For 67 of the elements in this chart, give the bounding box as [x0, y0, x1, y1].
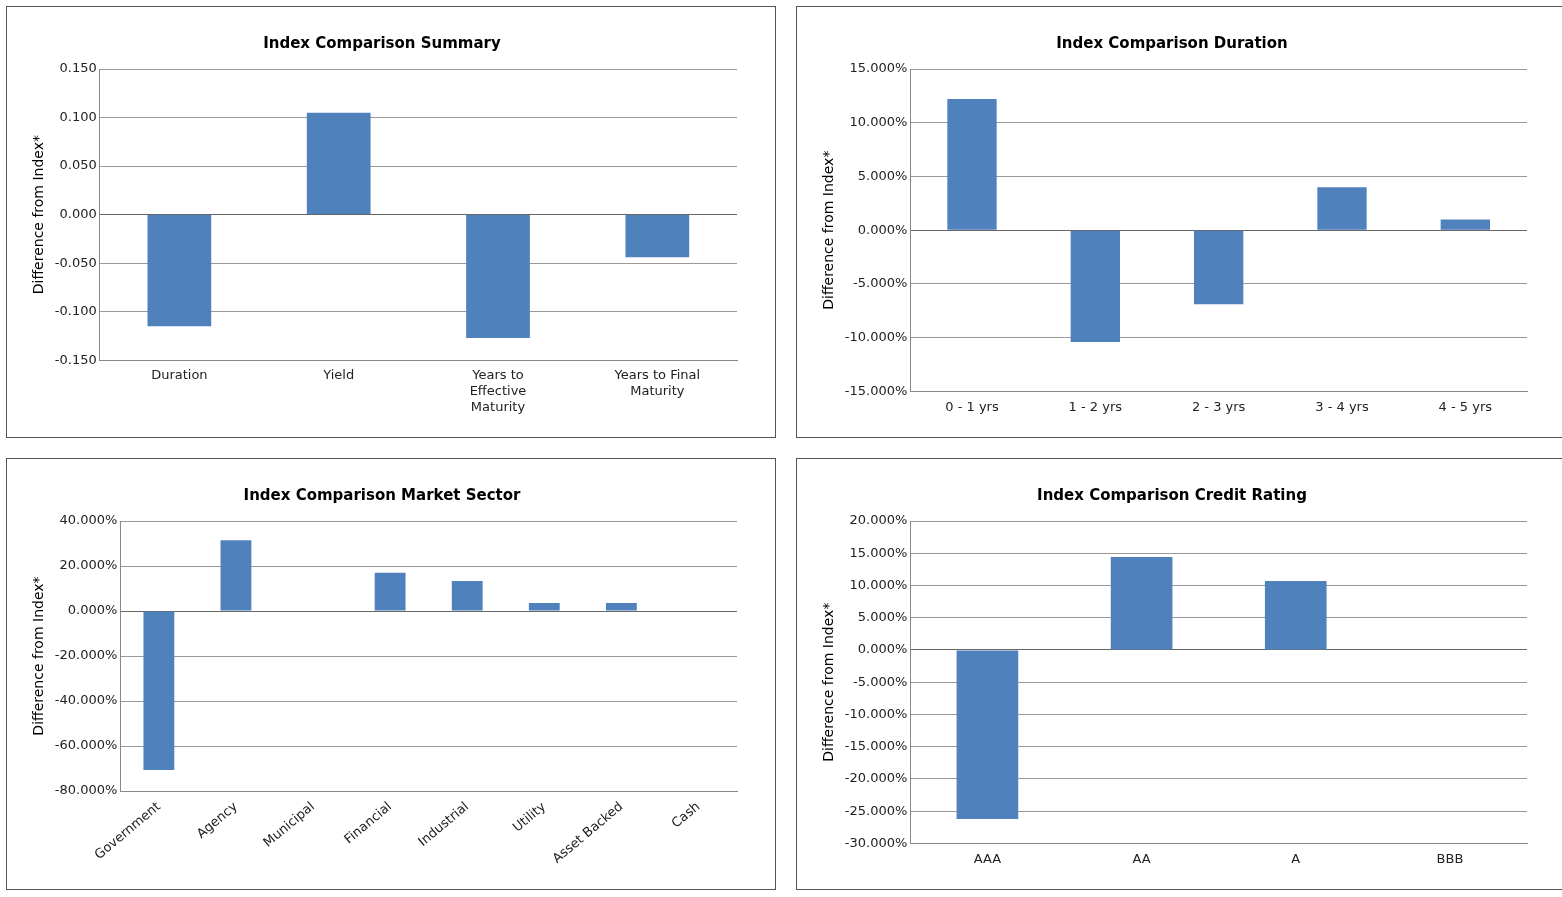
y-tick-label: -30.000% [844, 834, 908, 850]
y-tick-label: -15.000% [844, 382, 908, 398]
y-tick-label: 0.000% [67, 602, 118, 618]
y-tick-label: 20.000% [849, 512, 908, 528]
chart-title: Index Comparison Credit Rating [1037, 485, 1307, 504]
y-tick-label: -80.000% [54, 782, 118, 798]
y-axis-title: Difference from Index* [820, 150, 837, 310]
y-tick-label: -60.000% [54, 737, 118, 753]
bar [1110, 557, 1173, 650]
x-tick-label: 4 - 5 yrs [1438, 398, 1493, 414]
y-tick-label: -20.000% [844, 770, 908, 786]
bar [947, 99, 997, 230]
bar [374, 572, 406, 611]
y-tick-label: -5.000% [853, 275, 908, 291]
y-tick-label: 40.000% [59, 512, 118, 528]
bar [956, 650, 1019, 819]
y-axis-title: Difference from Index* [30, 576, 47, 736]
y-tick-label: -40.000% [54, 692, 118, 708]
y-tick-label: 20.000% [59, 557, 118, 573]
x-tick-label: Years to Final Maturity [613, 367, 701, 398]
y-tick-label: 0.050 [59, 157, 97, 173]
x-tick-label: AA [1132, 850, 1151, 866]
bar [1440, 219, 1490, 230]
x-tick-label: A [1291, 850, 1301, 866]
y-tick-label: -10.000% [844, 329, 908, 345]
y-tick-label: 0.000% [857, 221, 908, 237]
chart-title: Index Comparison Market Sector [243, 485, 522, 504]
y-tick-label: -25.000% [844, 802, 908, 818]
chart-title: Index Comparison Summary [263, 33, 502, 52]
bar [143, 611, 175, 770]
x-tick-label: Years to Effective Maturity [469, 367, 527, 414]
x-tick-label: 3 - 4 yrs [1315, 398, 1369, 414]
x-tick-label: Duration [151, 367, 208, 383]
bar [1317, 187, 1367, 230]
y-tick-label: 0.000% [857, 641, 908, 657]
x-tick-label: BBB [1436, 850, 1464, 866]
y-tick-label: 10.000% [849, 114, 908, 130]
bar [451, 580, 483, 611]
y-tick-label: 5.000% [857, 609, 908, 625]
bar [1264, 580, 1327, 650]
y-tick-label: -5.000% [853, 673, 908, 689]
x-tick-label: 0 - 1 yrs [945, 398, 999, 414]
y-tick-label: 0.100 [59, 108, 97, 124]
bar [1194, 230, 1244, 305]
bar [528, 602, 560, 611]
y-tick-label: 10.000% [849, 576, 908, 592]
y-tick-label: -20.000% [54, 647, 118, 663]
bar [220, 540, 252, 611]
bar [605, 602, 637, 611]
x-tick-label: Yield [322, 367, 355, 383]
y-tick-label: 15.000% [849, 544, 908, 560]
chart-title: Index Comparison Duration [1056, 33, 1288, 52]
y-tick-label: -0.150 [54, 351, 97, 367]
x-tick-label: AAA [973, 850, 1002, 866]
x-tick-label: 1 - 2 yrs [1068, 398, 1123, 414]
y-tick-label: 0.150 [59, 60, 97, 76]
y-tick-label: 5.000% [857, 167, 908, 183]
y-tick-label: 15.000% [849, 60, 908, 76]
bar [1070, 230, 1120, 342]
y-axis-title: Difference from Index* [820, 602, 837, 762]
y-tick-label: -10.000% [844, 705, 908, 721]
y-tick-label: -15.000% [844, 738, 908, 754]
y-tick-label: 0.000 [59, 205, 97, 221]
x-tick-label: 2 - 3 yrs [1191, 398, 1246, 414]
y-tick-label: -0.050 [54, 254, 97, 270]
y-tick-label: -0.100 [54, 303, 97, 319]
y-axis-title: Difference from Index* [30, 135, 47, 295]
